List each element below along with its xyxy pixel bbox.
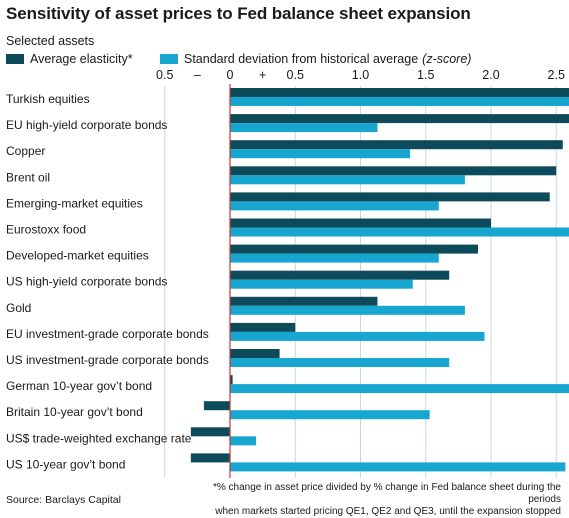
- category-label: EU investment-grade corporate bonds: [6, 327, 209, 341]
- bar-elasticity: [230, 244, 478, 254]
- bar-elasticity: [230, 140, 563, 150]
- category-label: Britain 10-year gov’t bond: [6, 405, 143, 419]
- x-tick-label: 2.5: [548, 68, 565, 82]
- x-tick-label: 0.5: [156, 68, 173, 82]
- bar-elasticity: [230, 375, 233, 385]
- bar-elasticity: [230, 166, 557, 176]
- x-tick-label: 1.5: [417, 68, 434, 82]
- chart-subtitle: Selected assets: [6, 34, 95, 48]
- legend-swatch-elasticity: [6, 54, 24, 64]
- category-label: Gold: [6, 301, 31, 315]
- bar-elasticity: [230, 296, 378, 306]
- x-tick-label: 0: [227, 68, 234, 82]
- bar-zscore: [230, 436, 257, 446]
- bar-zscore: [230, 305, 465, 315]
- category-label: Brent oil: [6, 170, 50, 184]
- bar-zscore: [230, 279, 413, 289]
- bar-zscore: [230, 358, 450, 367]
- bar-elasticity: [230, 322, 296, 332]
- category-label: Copper: [6, 144, 45, 158]
- category-label: US high-yield corporate bonds: [6, 275, 167, 289]
- legend-label-zscore: Standard deviation from historical avera…: [184, 52, 419, 66]
- bar-zscore: [230, 149, 411, 159]
- bar-zscore: [230, 227, 569, 237]
- source-note: Source: Barclays Capital: [6, 494, 121, 506]
- bar-zscore: [230, 331, 485, 341]
- category-label: EU high-yield corporate bonds: [6, 118, 167, 132]
- bar-elasticity: [230, 218, 491, 228]
- footnote: *% change in asset price divided by % ch…: [181, 482, 561, 518]
- footnote-line-1: *% change in asset price divided by % ch…: [212, 482, 561, 505]
- x-tick-label: 2.0: [482, 68, 499, 82]
- bar-elasticity: [203, 401, 230, 411]
- category-label: Emerging-market equities: [6, 196, 143, 210]
- chart-title: Sensitivity of asset prices to Fed balan…: [6, 4, 471, 23]
- bar-zscore: [230, 384, 569, 394]
- x-tick-label: +: [259, 68, 266, 82]
- category-label: US 10-year gov’t bond: [6, 457, 125, 471]
- category-label: German 10-year gov’t bond: [6, 379, 152, 393]
- bar-elasticity: [230, 114, 569, 124]
- legend: Average elasticity* Standard deviation f…: [6, 52, 566, 70]
- legend-item-zscore: Standard deviation from historical avera…: [160, 52, 471, 66]
- category-label: Turkish equities: [6, 92, 90, 106]
- bar-zscore: [230, 175, 465, 185]
- legend-label-elasticity: Average elasticity*: [30, 52, 133, 66]
- category-label: US investment-grade corporate bonds: [6, 353, 209, 367]
- bar-zscore: [230, 462, 566, 472]
- category-label: Developed-market equities: [6, 249, 149, 263]
- bar-zscore: [230, 253, 439, 263]
- x-tick-label: –: [194, 68, 201, 82]
- legend-item-elasticity: Average elasticity*: [6, 52, 133, 66]
- x-tick-label: 0.5: [287, 68, 304, 82]
- bar-elasticity: [230, 192, 550, 202]
- bar-zscore: [230, 123, 378, 133]
- x-tick-label: 1.0: [352, 68, 369, 82]
- bar-zscore: [230, 97, 569, 106]
- bar-zscore: [230, 201, 439, 211]
- legend-swatch-zscore: [160, 54, 178, 64]
- bar-elasticity: [190, 427, 230, 437]
- category-label: Eurostoxx food: [6, 223, 86, 237]
- footnote-line-2: when markets started pricing QE1, QE2 an…: [215, 506, 561, 517]
- bar-elasticity: [230, 270, 450, 280]
- legend-note-zscore: (z-score): [422, 52, 472, 66]
- bar-elasticity: [230, 349, 280, 358]
- bar-elasticity: [230, 88, 569, 97]
- bar-elasticity: [190, 453, 230, 463]
- category-label: US$ trade-weighted exchange rate: [6, 431, 192, 445]
- bar-zscore: [230, 410, 430, 420]
